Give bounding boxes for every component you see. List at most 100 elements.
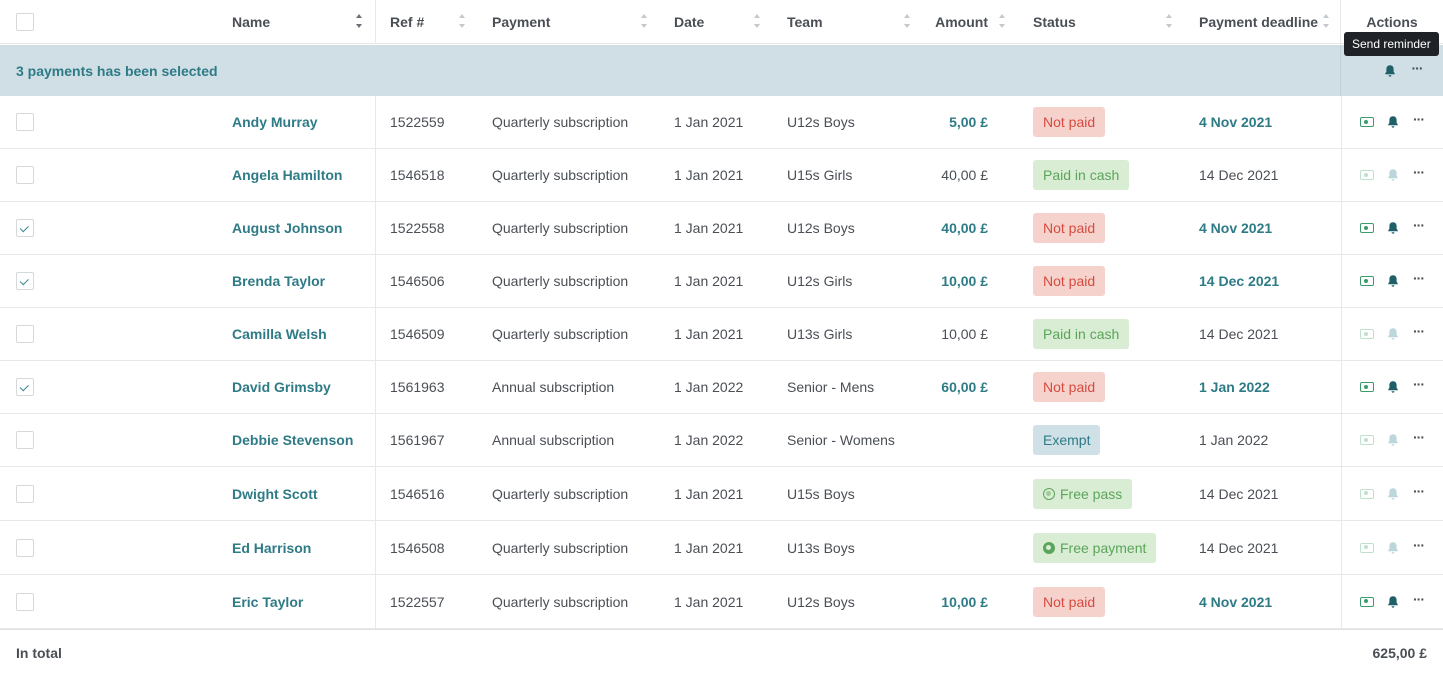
amount-value: 10,00 £	[941, 593, 988, 610]
header-ref[interactable]: Ref #	[390, 13, 425, 30]
header-amount[interactable]: Amount	[935, 13, 988, 30]
mark-paid-button[interactable]	[1359, 380, 1374, 394]
more-button[interactable]: ···	[1412, 590, 1426, 609]
row-checkbox[interactable]	[16, 431, 34, 449]
table-row[interactable]: Brenda Taylor 1546506 Quarterly subscrip…	[0, 255, 1443, 308]
more-button[interactable]: ···	[1412, 430, 1426, 447]
member-name-link[interactable]: Eric Taylor	[232, 593, 304, 610]
more-button[interactable]: ···	[1412, 165, 1426, 182]
row-checkbox[interactable]	[16, 592, 34, 611]
bulk-reminder-button[interactable]	[1381, 45, 1399, 96]
payment-date: 1 Jan 2021	[674, 326, 744, 342]
sort-icon[interactable]	[459, 14, 465, 28]
table-row[interactable]: Eric Taylor 1522557 Quarterly subscripti…	[0, 575, 1443, 629]
table-row[interactable]: August Johnson 1522558 Quarterly subscri…	[0, 202, 1443, 255]
select-all-checkbox[interactable]	[16, 12, 34, 31]
team-name: U13s Girls	[787, 326, 853, 342]
row-select-cell	[16, 308, 36, 360]
row-checkbox[interactable]	[16, 484, 34, 503]
sort-icon[interactable]	[904, 14, 910, 28]
mark-paid-button[interactable]	[1359, 221, 1374, 235]
more-icon: ···	[1413, 590, 1425, 607]
amount-value: 5,00 £	[949, 114, 988, 130]
send-reminder-button[interactable]	[1386, 221, 1400, 235]
row-checkbox[interactable]	[16, 378, 34, 396]
row-checkbox[interactable]	[16, 166, 34, 184]
more-button[interactable]: ···	[1412, 538, 1426, 555]
more-button[interactable]: ···	[1412, 218, 1426, 235]
member-name-link[interactable]: August Johnson	[232, 220, 343, 236]
mark-paid-button[interactable]	[1359, 595, 1374, 609]
send-reminder-button[interactable]	[1386, 541, 1400, 555]
more-button[interactable]: ···	[1412, 271, 1426, 288]
sort-icon[interactable]	[754, 14, 760, 28]
header-name[interactable]: Name	[232, 13, 271, 30]
send-reminder-button[interactable]	[1386, 274, 1400, 288]
row-checkbox[interactable]	[16, 219, 34, 237]
send-reminder-button[interactable]	[1386, 487, 1400, 501]
mark-paid-button[interactable]	[1359, 274, 1374, 288]
row-checkbox[interactable]	[16, 325, 34, 343]
member-name-link[interactable]: Dwight Scott	[232, 485, 318, 502]
mark-paid-button[interactable]	[1359, 115, 1374, 129]
row-checkbox[interactable]	[16, 272, 34, 290]
row-checkbox[interactable]	[16, 538, 34, 557]
member-name-link[interactable]: Brenda Taylor	[232, 273, 326, 289]
table-row[interactable]: Camilla Welsh 1546509 Quarterly subscrip…	[0, 308, 1443, 361]
member-name-link[interactable]: Andy Murray	[232, 114, 318, 130]
mark-paid-button[interactable]	[1359, 327, 1374, 341]
send-reminder-button[interactable]	[1386, 433, 1400, 447]
table-row[interactable]: Debbie Stevenson 1561967 Annual subscrip…	[0, 414, 1443, 467]
sort-icon[interactable]	[356, 14, 362, 28]
header-deadline[interactable]: Payment deadline	[1199, 13, 1319, 30]
more-icon: ···	[1413, 482, 1425, 499]
bulk-more-button[interactable]: ···	[1409, 45, 1425, 96]
select-all-cell	[16, 0, 36, 43]
deadline-value: 4 Nov 2021	[1199, 114, 1273, 130]
row-select-cell	[16, 202, 36, 254]
header-date[interactable]: Date	[674, 13, 705, 30]
table-row[interactable]: Andy Murray 1522559 Quarterly subscripti…	[0, 96, 1443, 149]
send-reminder-button[interactable]	[1386, 168, 1400, 182]
row-checkbox[interactable]	[16, 113, 34, 131]
more-button[interactable]: ···	[1412, 324, 1426, 341]
money-icon	[1359, 223, 1374, 233]
deadline-value: 14 Dec 2021	[1199, 273, 1280, 289]
send-reminder-button[interactable]	[1386, 327, 1400, 341]
header-team[interactable]: Team	[787, 13, 823, 30]
sort-icon[interactable]	[1323, 14, 1329, 28]
member-name-link[interactable]: Ed Harrison	[232, 539, 312, 556]
mark-paid-button[interactable]	[1359, 487, 1374, 501]
more-button[interactable]: ···	[1412, 482, 1426, 501]
table-row[interactable]: Dwight Scott 1546516 Quarterly subscript…	[0, 467, 1443, 521]
row-select-cell	[16, 467, 36, 520]
header-payment[interactable]: Payment	[492, 13, 551, 30]
more-button[interactable]: ···	[1412, 112, 1426, 129]
member-name-link[interactable]: Angela Hamilton	[232, 167, 343, 183]
ref-number: 1546516	[390, 485, 445, 502]
mark-paid-button[interactable]	[1359, 433, 1374, 447]
send-reminder-button[interactable]	[1386, 115, 1400, 129]
table-row[interactable]: Angela Hamilton 1546518 Quarterly subscr…	[0, 149, 1443, 202]
payment-type: Annual subscription	[492, 379, 615, 395]
payment-type: Quarterly subscription	[492, 593, 629, 610]
bell-icon	[1383, 64, 1397, 78]
sort-icon[interactable]	[1166, 14, 1172, 28]
member-name-link[interactable]: David Grimsby	[232, 379, 331, 395]
bell-icon	[1387, 541, 1398, 554]
table-row[interactable]: David Grimsby 1561963 Annual subscriptio…	[0, 361, 1443, 414]
table-row[interactable]: Ed Harrison 1546508 Quarterly subscripti…	[0, 521, 1443, 575]
member-name-link[interactable]: Debbie Stevenson	[232, 432, 354, 448]
mark-paid-button[interactable]	[1359, 168, 1374, 182]
more-button[interactable]: ···	[1412, 377, 1426, 394]
member-name-link[interactable]: Camilla Welsh	[232, 326, 327, 342]
header-status[interactable]: Status	[1033, 13, 1076, 30]
table-header: Name Ref # Payment Date Team Amount Stat…	[0, 0, 1443, 44]
sort-icon[interactable]	[999, 14, 1005, 28]
team-name: U12s Boys	[787, 220, 855, 236]
send-reminder-button[interactable]	[1386, 380, 1400, 394]
send-reminder-button[interactable]	[1386, 595, 1400, 609]
sort-icon[interactable]	[641, 14, 647, 28]
total-value: 625,00 £	[1372, 644, 1428, 661]
mark-paid-button[interactable]	[1359, 541, 1374, 555]
